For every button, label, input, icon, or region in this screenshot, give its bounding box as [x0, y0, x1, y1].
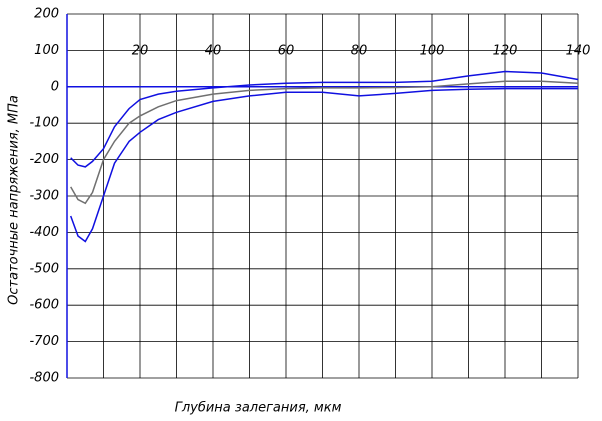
y-tick-label: 200	[34, 7, 59, 22]
y-tick-label: -500	[29, 261, 59, 276]
x-tick-label: 120	[493, 43, 518, 58]
x-tick-label: 60	[278, 43, 295, 58]
x-tick-label: 140	[566, 43, 591, 58]
y-tick-label: 0	[51, 79, 59, 94]
line-series	[69, 87, 578, 243]
y-tick-label: -700	[29, 334, 59, 349]
y-tick-label: 100	[34, 43, 59, 58]
line-series	[70, 70, 579, 168]
x-tick-label: 40	[205, 43, 222, 58]
y-axis-label: Остаточные напряжения, МПа	[7, 95, 22, 305]
x-axis-label: Глубина залегания, мкм	[175, 401, 342, 416]
line-series	[70, 80, 579, 205]
y-tick-label: -600	[29, 298, 59, 313]
x-tick-label: 80	[351, 43, 368, 58]
y-tick-label: -300	[29, 189, 59, 204]
x-tick-label: 100	[420, 43, 445, 58]
y-tick-label: -800	[29, 371, 59, 386]
y-tick-label: -100	[29, 116, 59, 131]
y-tick-label: -200	[29, 152, 59, 167]
x-tick-label: 20	[132, 43, 149, 58]
y-tick-label: -400	[29, 225, 59, 240]
